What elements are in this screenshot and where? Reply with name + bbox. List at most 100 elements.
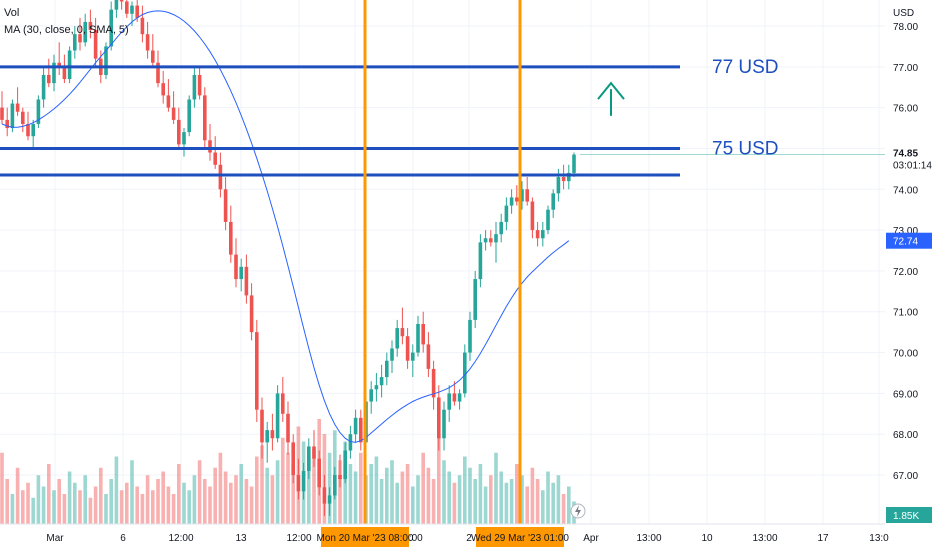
candle-body-85 bbox=[442, 409, 446, 439]
price-axis-ticks: 67.00 68.00 69.00 70.00 71.00 72.00 73.00 74.00… bbox=[893, 22, 918, 482]
volume-bar-59 bbox=[307, 456, 311, 524]
volume-bar-14 bbox=[73, 482, 77, 524]
volume-bar-18 bbox=[93, 486, 98, 524]
candle-body-98 bbox=[509, 197, 514, 206]
ma-tag-bg bbox=[886, 232, 932, 249]
volume-bar-78 bbox=[405, 464, 410, 524]
candle-body-50 bbox=[260, 409, 264, 443]
candle-body-49 bbox=[255, 332, 259, 410]
volume-bar-88 bbox=[457, 475, 462, 524]
candle-body-63 bbox=[327, 495, 332, 504]
volume-bar-29 bbox=[151, 490, 155, 524]
volume-bar-10 bbox=[52, 490, 56, 524]
currency-label: USD bbox=[893, 8, 914, 19]
volume-bar-108 bbox=[561, 494, 566, 524]
candle-body-31 bbox=[161, 83, 165, 96]
candle-body-42 bbox=[218, 164, 223, 190]
candle-body-33 bbox=[171, 107, 176, 120]
volume-tag: 1.85K bbox=[893, 511, 919, 522]
candles bbox=[0, 0, 576, 516]
volume-bar-79 bbox=[411, 486, 415, 524]
candle-body-58 bbox=[301, 470, 306, 492]
candle-body-13 bbox=[67, 50, 72, 80]
volume-bar-60 bbox=[312, 449, 316, 524]
volume-bar-65 bbox=[338, 460, 342, 524]
volume-bar-44 bbox=[229, 482, 233, 524]
time-tick-1: 6 bbox=[120, 533, 126, 544]
candle-body-18 bbox=[93, 30, 98, 59]
candle-body-45 bbox=[234, 254, 238, 280]
volume-bar-12 bbox=[62, 494, 67, 524]
candle-body-83 bbox=[431, 368, 436, 398]
price-tick-1: 68.00 bbox=[893, 430, 918, 441]
time-tick-11: 13:00 bbox=[752, 533, 777, 544]
volume-bar-6 bbox=[31, 497, 35, 524]
volume-tag-bg bbox=[886, 507, 932, 523]
volume-bar-83 bbox=[431, 479, 436, 524]
candle-body-40 bbox=[208, 140, 212, 153]
candle-body-16 bbox=[83, 21, 87, 43]
candle-body-21 bbox=[109, 9, 113, 47]
candle-body-28 bbox=[145, 34, 150, 51]
volume-bar-97 bbox=[504, 482, 509, 524]
price-tick-0: 67.00 bbox=[893, 471, 918, 482]
volume-bar-76 bbox=[395, 482, 399, 524]
vertical-markers[interactable] bbox=[363, 0, 522, 524]
volume-bar-7 bbox=[36, 475, 41, 524]
candle-body-109 bbox=[567, 172, 571, 182]
volume-legend[interactable]: Vol bbox=[4, 7, 19, 19]
level-lines[interactable]: 77 USD 75 USD bbox=[0, 57, 885, 177]
volume-bar-24 bbox=[125, 482, 129, 524]
candle-body-17 bbox=[88, 21, 93, 31]
candle-body-77 bbox=[400, 328, 405, 337]
volume-bar-37 bbox=[192, 475, 197, 524]
time-axis[interactable] bbox=[0, 524, 932, 550]
volume-bar-67 bbox=[348, 464, 353, 524]
candle-body-62 bbox=[322, 487, 327, 504]
volume-bar-101 bbox=[525, 486, 529, 524]
candle-body-80 bbox=[416, 323, 420, 353]
volume-bar-73 bbox=[379, 479, 384, 524]
volume-bar-43 bbox=[223, 471, 228, 524]
candle-body-88 bbox=[457, 393, 462, 402]
ma-legend[interactable]: MA (30, close, 0, SMA, 5) bbox=[4, 24, 129, 36]
price-tick-6: 73.00 bbox=[893, 226, 918, 237]
candle-body-87 bbox=[452, 393, 457, 402]
candle-body-102 bbox=[530, 201, 535, 231]
candle-body-24 bbox=[125, 1, 129, 14]
candle-body-15 bbox=[78, 34, 82, 43]
volume-bar-109 bbox=[567, 486, 571, 524]
candle-body-37 bbox=[192, 74, 197, 100]
volume-bar-105 bbox=[546, 471, 550, 524]
volume-bar-34 bbox=[177, 464, 181, 524]
lightning-icon[interactable] bbox=[570, 503, 586, 519]
volume-bar-42 bbox=[218, 452, 223, 524]
candle-body-72 bbox=[374, 385, 379, 390]
volume-bar-56 bbox=[291, 464, 295, 524]
volume-bar-107 bbox=[556, 475, 561, 524]
price-axis[interactable] bbox=[885, 0, 932, 550]
volume-bar-93 bbox=[483, 486, 488, 524]
candle-body-97 bbox=[504, 205, 509, 222]
candle-body-92 bbox=[478, 242, 483, 280]
time-axis-ticks: Mar612:001312:0022:002Apr13:001013:00171… bbox=[46, 533, 889, 544]
candle-body-100 bbox=[520, 189, 524, 202]
date-tag-0: Mon 20 Mar '23 08:00 bbox=[317, 533, 414, 544]
volume-bar-25 bbox=[130, 460, 134, 524]
candle-body-22 bbox=[114, 0, 119, 10]
up-arrow[interactable] bbox=[597, 81, 625, 116]
candle-body-6 bbox=[31, 123, 35, 137]
price-tick-9: 76.00 bbox=[893, 104, 918, 115]
volume-bar-8 bbox=[41, 486, 46, 524]
volume-bar-72 bbox=[374, 456, 379, 524]
price-tick-3: 70.00 bbox=[893, 349, 918, 360]
candle-body-79 bbox=[411, 352, 415, 361]
volume-bar-85 bbox=[442, 460, 446, 524]
candle-body-53 bbox=[275, 393, 280, 439]
volume-bar-26 bbox=[135, 486, 139, 524]
volume-bar-41 bbox=[213, 467, 217, 524]
candle-body-59 bbox=[307, 446, 311, 471]
